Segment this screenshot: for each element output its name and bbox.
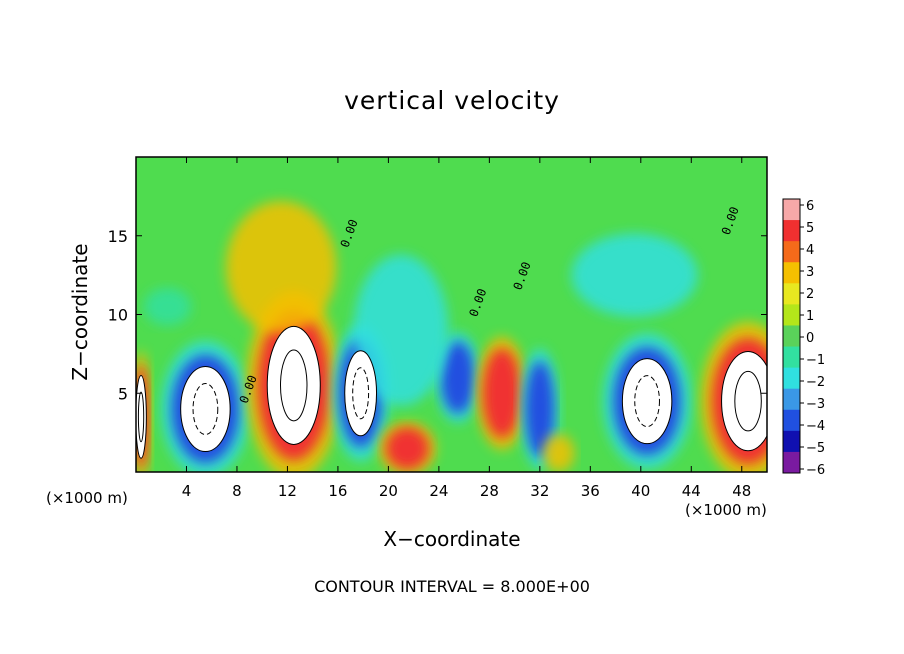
colorbar-label: 5 bbox=[806, 221, 814, 236]
colorbar-segment bbox=[783, 220, 800, 242]
x-tick-label: 32 bbox=[530, 482, 549, 500]
y-tick-label: 10 bbox=[108, 306, 128, 325]
field-updraft-core bbox=[266, 325, 321, 445]
field-downdraft-core bbox=[621, 358, 673, 445]
colorbar-label: 4 bbox=[806, 243, 814, 258]
x-axis-ticks: 4 8 12 16 20 24 28 32 36 40 44 48 bbox=[182, 157, 751, 500]
colorbar-label: −5 bbox=[806, 441, 825, 456]
field-downdraft-band bbox=[525, 361, 555, 457]
y-axis-ticks: 5 10 15 bbox=[108, 227, 767, 403]
colorbar-segment bbox=[783, 367, 800, 390]
field-downdraft-band bbox=[441, 341, 475, 414]
colorbar: 6 5 4 3 2 1 0 −1 −2 −3 −4 −5 −6 bbox=[782, 198, 825, 478]
colorbar-segment bbox=[783, 409, 800, 432]
y-tick-label: 5 bbox=[118, 384, 128, 403]
field-updraft-contour bbox=[734, 370, 762, 432]
colorbar-label: 6 bbox=[806, 199, 814, 214]
x-tick-label: 4 bbox=[182, 482, 192, 500]
field-downdraft-contour bbox=[634, 375, 660, 428]
colorbar-segment bbox=[783, 304, 800, 326]
field-updraft-band bbox=[482, 348, 522, 439]
colorbar-label: 1 bbox=[806, 309, 814, 324]
x-tick-label: 36 bbox=[581, 482, 600, 500]
colorbar-segment bbox=[783, 283, 800, 305]
x-tick-label: 28 bbox=[480, 482, 499, 500]
plot-area: 0.000.000.000.000.00 bbox=[136, 157, 767, 472]
colorbar-segment bbox=[783, 430, 800, 453]
field-downdraft-halo bbox=[571, 233, 698, 317]
colorbar-segment bbox=[783, 346, 800, 369]
colorbar-segment bbox=[783, 241, 800, 263]
field-updraft-band bbox=[385, 427, 429, 470]
x-axis-unit-left: (×1000 m) bbox=[46, 489, 128, 507]
x-tick-label: 12 bbox=[278, 482, 297, 500]
x-tick-label: 24 bbox=[429, 482, 448, 500]
x-tick-label: 8 bbox=[232, 482, 242, 500]
colorbar-label: 2 bbox=[806, 287, 814, 302]
x-tick-label: 40 bbox=[631, 482, 650, 500]
field-updraft-core bbox=[136, 375, 147, 459]
colorbar-segment bbox=[783, 388, 800, 411]
field-downdraft-halo bbox=[143, 287, 192, 326]
field-downdraft-core bbox=[180, 365, 231, 453]
x-axis-unit-right: (×1000 m) bbox=[685, 501, 767, 519]
colorbar-label: −6 bbox=[806, 463, 825, 478]
colorbar-frame bbox=[782, 198, 801, 474]
field-downdraft-halo bbox=[353, 254, 449, 406]
colorbar-label: 0 bbox=[806, 331, 814, 346]
x-tick-label: 48 bbox=[732, 482, 751, 500]
field-downdraft-contour bbox=[352, 367, 370, 420]
colorbar-segment bbox=[783, 451, 800, 474]
colorbar-label: 3 bbox=[806, 265, 814, 280]
field-updraft-contour bbox=[279, 349, 308, 422]
field-updraft-halo bbox=[225, 201, 337, 334]
colorbar-label: −1 bbox=[806, 353, 825, 368]
colorbar-label: −2 bbox=[806, 375, 825, 390]
chart-title: vertical velocity bbox=[344, 86, 560, 115]
contour-interval-note: CONTOUR INTERVAL = 8.000E+00 bbox=[314, 577, 590, 596]
colorbar-label: −3 bbox=[806, 397, 825, 412]
colorbar-label: −4 bbox=[806, 419, 825, 434]
field-updraft-contour bbox=[137, 391, 145, 443]
colorbar-segment bbox=[783, 199, 800, 221]
x-tick-label: 20 bbox=[379, 482, 398, 500]
y-axis-label: Z−coordinate bbox=[68, 243, 92, 381]
colorbar-segment bbox=[783, 262, 800, 284]
colorbar-segment bbox=[783, 325, 800, 348]
x-tick-label: 16 bbox=[328, 482, 347, 500]
x-tick-label: 44 bbox=[682, 482, 701, 500]
field-downdraft-contour bbox=[192, 382, 219, 436]
field-downdraft-core bbox=[344, 350, 378, 437]
field-updraft-halo bbox=[542, 434, 575, 472]
y-tick-label: 15 bbox=[108, 227, 128, 246]
x-axis-label: X−coordinate bbox=[383, 527, 521, 551]
